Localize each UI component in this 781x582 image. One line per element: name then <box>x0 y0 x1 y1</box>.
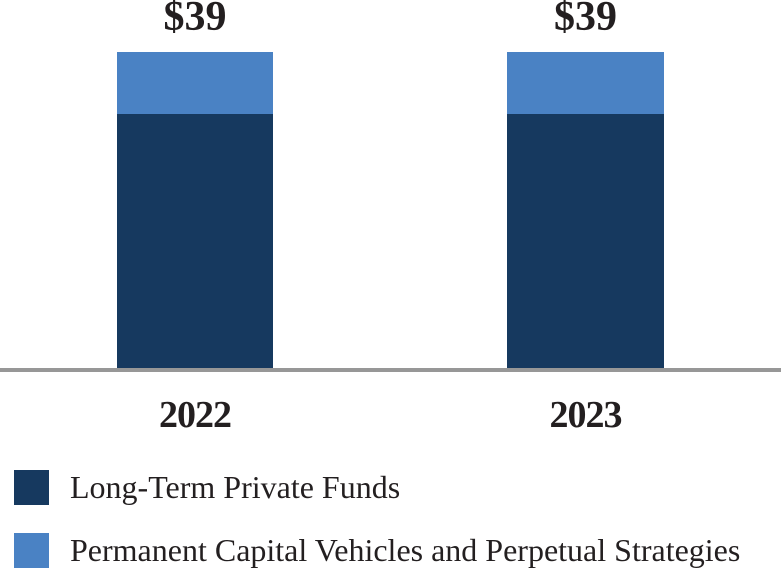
legend-swatch-long-term-private-funds <box>14 470 49 506</box>
bar-total-label-2022: $39 <box>163 0 227 40</box>
legend-label-permanent-capital-vehicles: Permanent Capital Vehicles and Perpetual… <box>70 532 741 569</box>
bar-segment-long-term-2022 <box>117 114 273 368</box>
legend: Long-Term Private Funds Permanent Capita… <box>14 469 741 569</box>
legend-label-long-term-private-funds: Long-Term Private Funds <box>70 469 401 505</box>
x-axis-line <box>0 368 781 372</box>
x-axis-label-2022: 2022 <box>159 394 232 436</box>
legend-item-permanent-capital-vehicles: Permanent Capital Vehicles and Perpetual… <box>14 532 741 569</box>
bar-segment-permanent-capital-2022 <box>117 52 273 115</box>
bar-total-label-2023: $39 <box>554 0 617 40</box>
legend-swatch-permanent-capital-vehicles <box>14 533 49 569</box>
bar-segment-permanent-capital-2023 <box>507 52 664 115</box>
bar-group-2023: $39 <box>507 0 664 368</box>
bar-segment-long-term-2023 <box>507 114 664 368</box>
x-axis-label-2023: 2023 <box>549 394 623 436</box>
bar-group-2022: $39 <box>117 0 273 368</box>
bar-2023 <box>507 52 664 368</box>
bar-2022 <box>117 52 273 368</box>
legend-item-long-term-private-funds: Long-Term Private Funds <box>14 469 740 506</box>
